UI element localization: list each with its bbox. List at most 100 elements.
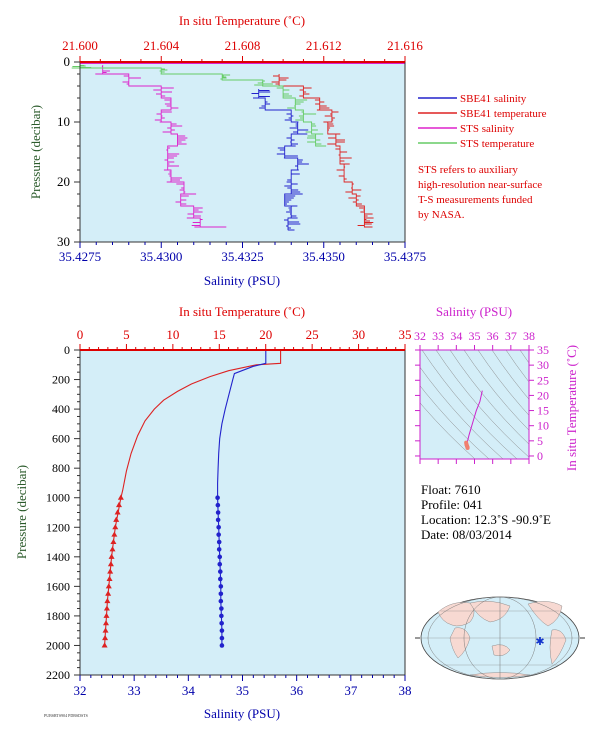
note-line: STS refers to auxiliary (418, 164, 518, 176)
main-temp-tick-label: 10 (166, 327, 179, 342)
top-series-sts-temperature (71, 65, 327, 147)
top-chart: 21.600 21.604 21.608 21.612 21.616 35.4275 35.… (28, 13, 426, 288)
ts-density-contour (420, 402, 476, 459)
main-temp-marker (107, 568, 114, 574)
ts-sal-tick-label: 33 (432, 329, 444, 343)
ts-series-group (464, 390, 483, 450)
note-line: by NASA. (418, 209, 465, 221)
main-temp-marker (114, 509, 121, 515)
profile-number: Profile: 041 (421, 497, 483, 512)
top-sal-axis-title: Salinity (PSU) (204, 273, 280, 288)
main-sal-marker (219, 643, 225, 648)
main-temp-tick-label: 20 (259, 327, 272, 342)
main-pressure-tick-label: 1600 (46, 579, 70, 593)
ts-plot-area (420, 350, 529, 459)
ts-density-contour (477, 350, 529, 416)
main-temp-marker (102, 627, 109, 633)
map-south-america (549, 629, 567, 665)
top-sal-tick-label: 35.4275 (59, 249, 101, 264)
float-location-marker: ✱ (535, 636, 544, 648)
main-sal-tick-label: 38 (399, 683, 412, 698)
map-north-america (527, 601, 563, 627)
main-temp-marker (103, 605, 110, 611)
main-temp-marker (117, 494, 124, 500)
main-axes: 0 5 10 15 20 25 30 35 32 33 34 35 36 37 38 0 200 400 600 80… (46, 327, 412, 698)
top-temp-axis-title: In situ Temperature (˚C) (179, 13, 305, 28)
main-temp-tick-label: 30 (352, 327, 365, 342)
float-id: Float: 7610 (421, 482, 481, 497)
ts-sal-tick-label: 38 (523, 329, 535, 343)
main-sal-marker (216, 539, 222, 545)
top-sal-tick-label: 35.4325 (221, 249, 263, 264)
main-temp-marker (105, 583, 112, 589)
main-temp-tick-label: 5 (123, 327, 130, 342)
main-pressure-tick-label: 400 (52, 402, 70, 416)
ts-temp-tick-label: 15 (537, 404, 549, 418)
top-sal-tick-label: 35.4300 (140, 249, 182, 264)
top-sal-tick-label: 35.4375 (384, 249, 426, 264)
top-series-sts-salinity (95, 65, 227, 228)
top-sal-tick-label: 35.4350 (303, 249, 345, 264)
main-pressure-tick-label: 1000 (46, 491, 70, 505)
main-temp-marker (102, 634, 109, 641)
main-temp-tick-label: 35 (399, 327, 412, 342)
main-sal-marker (218, 591, 224, 597)
ts-sal-axis-title: Salinity (PSU) (436, 304, 512, 319)
main-sal-marker (219, 620, 224, 626)
main-sal-marker (219, 613, 224, 619)
main-temp-marker (110, 538, 117, 545)
sts-note: STS refers to auxiliary high-resolution n… (418, 164, 542, 221)
main-pressure-axis-title: Pressure (decibar) (14, 465, 29, 559)
ts-sal-tick-label: 37 (505, 329, 517, 343)
top-temp-tick-label: 21.612 (306, 38, 342, 53)
main-temp-marker (105, 590, 112, 596)
ts-density-contour (449, 350, 529, 445)
note-line: T-S measurements funded (418, 194, 533, 206)
main-sal-marker (217, 554, 223, 560)
top-temp-tick-label: 21.608 (225, 38, 261, 53)
main-pressure-tick-label: 2200 (46, 668, 70, 682)
main-temp-marker (103, 612, 110, 618)
ts-density-contour (435, 350, 529, 458)
main-temp-marker (107, 561, 114, 567)
ts-temp-tick-label: 25 (537, 373, 549, 387)
main-chart: 0 5 10 15 20 25 30 35 32 33 34 35 36 37 38 0 200 400 600 80… (14, 304, 412, 721)
footer-code: PUBSRTS904 PDBSDSTS (44, 713, 88, 718)
ts-density-contour (420, 385, 490, 459)
main-sal-marker (217, 576, 223, 582)
main-temp-marker (104, 597, 111, 604)
main-sal-axis-title: Salinity (PSU) (204, 706, 280, 721)
float-info: Float: 7610 Profile: 041 Location: 12.3˚… (421, 482, 551, 542)
location: Location: 12.3˚S -90.9˚E (421, 512, 551, 527)
main-temp-marker (108, 553, 115, 559)
date: Date: 08/03/2014 (421, 527, 512, 542)
main-sal-marker (216, 547, 222, 552)
main-sal-marker (219, 635, 225, 641)
top-pressure-tick-label: 0 (64, 54, 71, 69)
main-sal-marker (219, 606, 224, 611)
main-sal-tick-label: 34 (182, 683, 196, 698)
ts-sal-tick-label: 36 (487, 329, 499, 343)
main-sal-marker (215, 502, 221, 508)
ts-temp-tick-label: 5 (537, 434, 543, 448)
top-pressure-tick-label: 30 (57, 234, 70, 249)
main-temp-axis-title: In situ Temperature (˚C) (179, 304, 305, 319)
main-sal-tick-label: 32 (74, 683, 87, 698)
top-series-sbe41-temperature (271, 74, 374, 228)
ts-density-contour (519, 350, 529, 364)
main-temp-marker (112, 524, 119, 530)
main-pressure-tick-label: 800 (52, 461, 70, 475)
main-sal-marker (216, 524, 221, 530)
main-sal-tick-label: 37 (344, 683, 358, 698)
top-pressure-axis-title: Pressure (decibar) (28, 105, 43, 199)
main-pressure-tick-label: 2000 (46, 638, 70, 652)
top-temp-tick-label: 21.600 (62, 38, 98, 53)
ts-sal-tick-label: 35 (469, 329, 481, 343)
ts-density-contours (420, 350, 529, 459)
main-sal-marker (219, 628, 225, 633)
main-temp-tick-label: 25 (306, 327, 319, 342)
legend-label: SBE41 temperature (460, 108, 547, 120)
main-sal-tick-label: 36 (290, 683, 304, 698)
